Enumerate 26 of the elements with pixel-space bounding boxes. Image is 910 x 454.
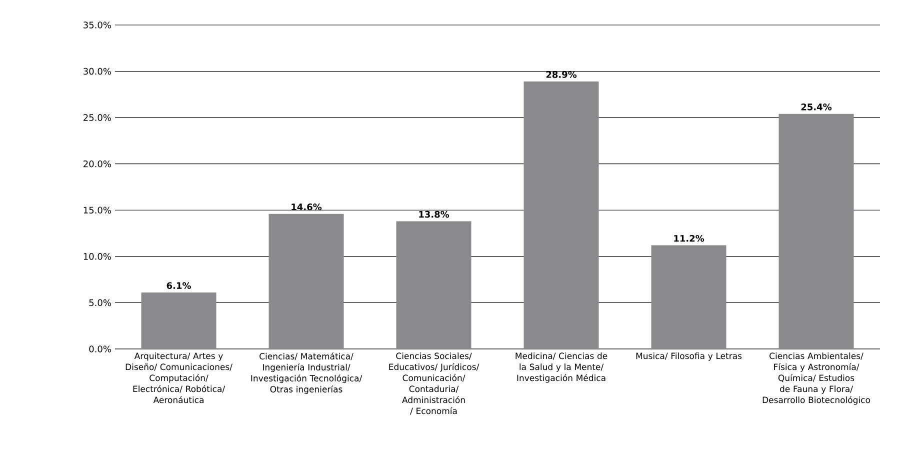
y-tick-label: 5.0% [89, 299, 111, 306]
data-label: 14.6% [292, 203, 322, 210]
x-tick-label: Ciencias/ Matemática/ Ingeniería Industrial/ Investigación Tecnológica/ Otras ingenierías [251, 352, 362, 394]
data-label: 28.9% [546, 71, 577, 78]
x-tick-label: Musica/ Filosofia y Letras [636, 352, 742, 361]
x-tick-label: Arquitectura/ Artes y Diseño/ Comunicaciones/ Computación/ Electrónica/ Robótica/ Aeronáutica [126, 352, 232, 404]
y-tick-label: 35.0% [84, 22, 111, 28]
bar [396, 221, 472, 349]
y-tick-label: 25.0% [84, 114, 111, 121]
data-label: 13.8% [419, 210, 450, 218]
x-tick-label: Medicina/ Ciencias de la Salud y la Mente/ Investigación Médica [516, 352, 608, 383]
y-tick-label: 30.0% [84, 68, 111, 75]
data-label: 11.2% [674, 234, 704, 242]
data-label: 6.1% [166, 282, 191, 289]
y-tick-label: 15.0% [84, 206, 111, 214]
x-tick-label: Ciencias Ambientales/ Física y Astronomía/ Química/ Estudios de Fauna y Flora/ Desarrollo Biotecnológico [762, 352, 870, 405]
data-label: 25.4% [801, 104, 832, 110]
bar [141, 292, 216, 349]
bar [268, 214, 344, 349]
y-tick-label: 0.0% [89, 346, 111, 352]
y-tick-label: 10.0% [84, 253, 111, 260]
bar [651, 245, 726, 349]
y-tick-label: 20.0% [84, 160, 111, 168]
bar [778, 114, 854, 349]
bar [524, 81, 599, 349]
x-tick-label: Ciencias Sociales/ Educativos/ Jurídicos/ Comunicación/ Contaduria/ Administración / Economía [389, 352, 480, 415]
